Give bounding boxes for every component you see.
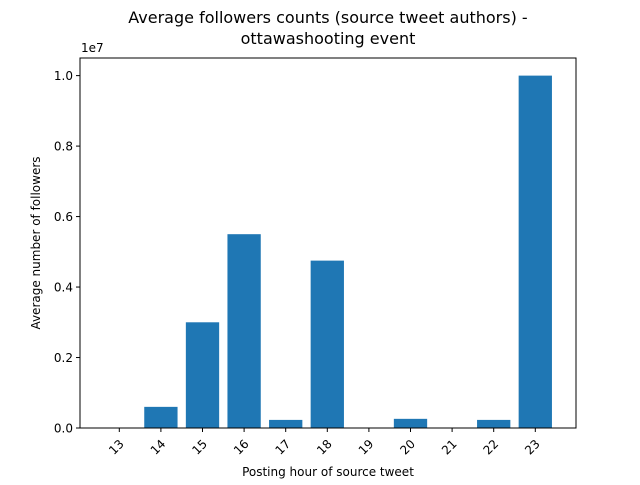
bars-group bbox=[144, 75, 552, 429]
x-tick-label: 16 bbox=[231, 437, 252, 458]
chart-title-line-2: ottawashooting event bbox=[241, 29, 416, 48]
bar-16 bbox=[227, 234, 261, 428]
x-tick-label: 13 bbox=[106, 437, 127, 458]
bar-20 bbox=[393, 418, 428, 428]
bar-23 bbox=[518, 75, 552, 429]
x-tick-label: 18 bbox=[314, 437, 335, 458]
x-tick-label: 20 bbox=[397, 437, 418, 458]
y-axis-label: Average number of followers bbox=[29, 156, 43, 329]
bar-18 bbox=[310, 260, 344, 428]
bar-22 bbox=[477, 419, 511, 428]
x-tick-label: 15 bbox=[189, 437, 210, 458]
y-tick-label: 0.2 bbox=[54, 351, 73, 365]
chart-title-line-1: Average followers counts (source tweet a… bbox=[128, 8, 527, 27]
x-axis-label: Posting hour of source tweet bbox=[242, 465, 414, 479]
y-axis-offset-label: 1e7 bbox=[81, 41, 104, 55]
bar-17 bbox=[269, 419, 303, 428]
x-tick-label: 21 bbox=[439, 437, 460, 458]
x-tick-label: 19 bbox=[356, 437, 377, 458]
bar-15 bbox=[185, 322, 220, 428]
x-tick-label: 14 bbox=[148, 437, 169, 458]
y-tick-label: 1.0 bbox=[54, 69, 73, 83]
y-tick-label: 0.8 bbox=[54, 140, 73, 154]
y-tick-label: 0.0 bbox=[54, 422, 73, 436]
bar-14 bbox=[144, 406, 178, 428]
y-tick-label: 0.6 bbox=[54, 210, 73, 224]
y-tick-label: 0.4 bbox=[54, 281, 73, 295]
plot-frame bbox=[79, 57, 577, 429]
x-tick-label: 23 bbox=[522, 437, 543, 458]
x-tick-label: 17 bbox=[273, 437, 294, 458]
x-tick-label: 22 bbox=[481, 437, 502, 458]
y-ticks-group: 0.0 0.2 0.4 0.6 0.8 1.0 bbox=[54, 69, 80, 436]
x-ticks-group: 13 14 15 16 17 18 19 20 21 22 23 bbox=[106, 428, 543, 458]
